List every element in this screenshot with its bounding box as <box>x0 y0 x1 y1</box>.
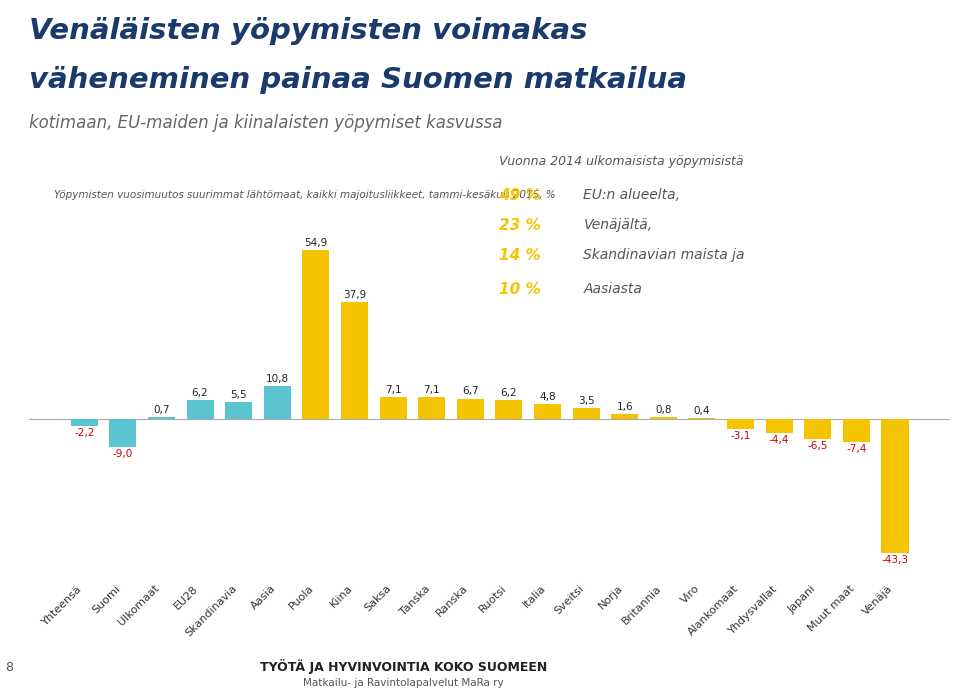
Bar <box>766 419 793 433</box>
Text: -7,4: -7,4 <box>846 444 867 454</box>
Bar <box>148 417 175 419</box>
Text: 10,8: 10,8 <box>266 374 289 384</box>
Text: 6,2: 6,2 <box>500 388 517 398</box>
Text: 37,9: 37,9 <box>343 290 366 300</box>
Text: Vuonna 2014 ulkomaisista yöpymisistä: Vuonna 2014 ulkomaisista yöpymisistä <box>499 155 743 168</box>
Text: 49 %: 49 % <box>499 188 540 203</box>
Text: 5,5: 5,5 <box>230 390 247 400</box>
Text: 54,9: 54,9 <box>304 238 327 248</box>
Text: -2,2: -2,2 <box>74 428 94 438</box>
Text: -43,3: -43,3 <box>881 555 908 565</box>
Bar <box>495 400 522 419</box>
Bar <box>534 404 561 419</box>
Text: 0,7: 0,7 <box>154 405 170 415</box>
Text: 1,6: 1,6 <box>616 402 633 413</box>
Text: 14 %: 14 % <box>499 247 540 263</box>
Bar <box>881 419 908 553</box>
Bar <box>572 408 600 419</box>
Text: 0,4: 0,4 <box>694 406 710 416</box>
Text: 3,5: 3,5 <box>578 397 594 406</box>
Bar <box>419 397 445 419</box>
Text: 6,2: 6,2 <box>192 388 208 398</box>
Bar <box>688 418 715 419</box>
Text: EU:n alueelta,: EU:n alueelta, <box>584 188 681 202</box>
Text: 8: 8 <box>5 661 12 674</box>
Bar <box>612 415 638 419</box>
Text: TYÖTÄ JA HYVINVOINTIA KOKO SUOMEEN: TYÖTÄ JA HYVINVOINTIA KOKO SUOMEEN <box>259 659 547 674</box>
Text: -9,0: -9,0 <box>112 449 132 460</box>
Text: 4,8: 4,8 <box>540 392 556 402</box>
Text: MA·RA: MA·RA <box>725 656 792 674</box>
Text: -6,5: -6,5 <box>807 442 828 451</box>
Text: -4,4: -4,4 <box>769 435 789 445</box>
Text: -3,1: -3,1 <box>731 431 751 441</box>
Text: 7,1: 7,1 <box>385 385 401 395</box>
Text: Yöpymisten vuosimuutos suurimmat lähtömaat, kaikki majoitusliikkeet, tammi-kesäk: Yöpymisten vuosimuutos suurimmat lähtöma… <box>55 191 556 200</box>
Text: Skandinavian maista ja: Skandinavian maista ja <box>584 247 745 262</box>
Bar <box>109 419 136 447</box>
Text: 0,8: 0,8 <box>655 405 672 415</box>
Bar <box>226 402 252 419</box>
Text: 6,7: 6,7 <box>462 386 479 397</box>
Bar <box>302 250 329 419</box>
Text: Aasiasta: Aasiasta <box>584 283 642 296</box>
Text: Venäläisten yöpymisten voimakas: Venäläisten yöpymisten voimakas <box>29 17 588 46</box>
Text: kotimaan, EU-maiden ja kiinalaisten yöpymiset kasvussa: kotimaan, EU-maiden ja kiinalaisten yöpy… <box>29 114 502 132</box>
Bar <box>804 419 831 439</box>
Text: Matkailu- ja Ravintolapalvelut MaRa ry: Matkailu- ja Ravintolapalvelut MaRa ry <box>303 678 503 688</box>
Bar <box>186 400 213 419</box>
Text: 23 %: 23 % <box>499 218 540 233</box>
Text: 10 %: 10 % <box>499 283 540 298</box>
Bar <box>341 303 368 419</box>
Text: väheneminen painaa Suomen matkailua: väheneminen painaa Suomen matkailua <box>29 66 686 94</box>
Bar <box>457 399 484 419</box>
Text: Venäjältä,: Venäjältä, <box>584 218 653 231</box>
Bar <box>650 417 677 419</box>
Bar <box>71 419 98 426</box>
Bar <box>264 386 291 419</box>
Text: 7,1: 7,1 <box>423 385 440 395</box>
Bar <box>843 419 870 442</box>
Bar <box>727 419 754 429</box>
Bar <box>379 397 407 419</box>
